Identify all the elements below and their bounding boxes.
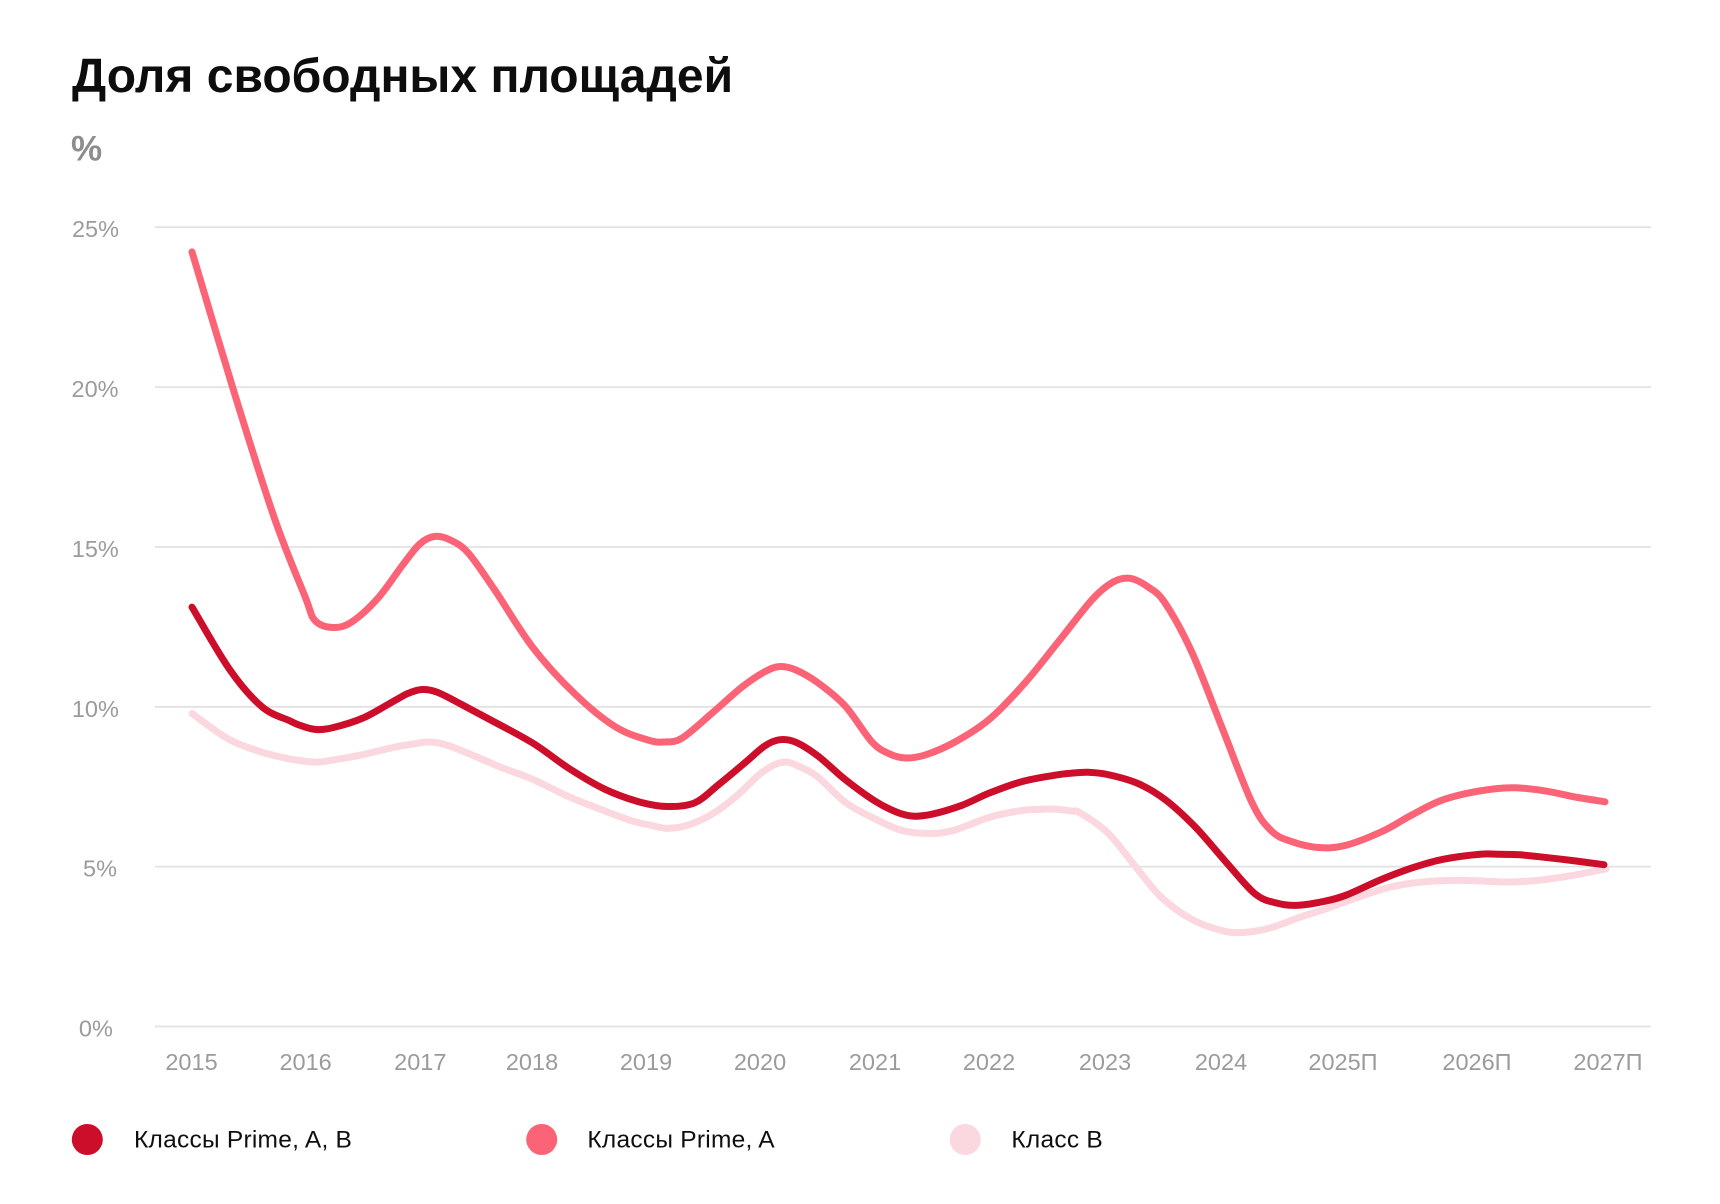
svg-text:2016: 2016 bbox=[279, 1049, 331, 1075]
svg-text:Классы Prime, A: Классы Prime, A bbox=[587, 1127, 775, 1154]
svg-text:10%: 10% bbox=[72, 696, 119, 722]
svg-text:20%: 20% bbox=[72, 376, 119, 402]
svg-text:2017: 2017 bbox=[394, 1049, 446, 1075]
svg-text:Доля свободных площадей: Доля свободных площадей bbox=[72, 50, 733, 103]
svg-text:0%: 0% bbox=[79, 1016, 113, 1042]
svg-text:2027П: 2027П bbox=[1573, 1049, 1642, 1075]
svg-text:Классы Prime, A, B: Классы Prime, A, B bbox=[134, 1127, 352, 1154]
svg-text:25%: 25% bbox=[72, 216, 119, 242]
svg-text:2020: 2020 bbox=[734, 1049, 786, 1075]
svg-text:15%: 15% bbox=[72, 536, 119, 562]
svg-text:2026П: 2026П bbox=[1442, 1049, 1511, 1075]
svg-text:2018: 2018 bbox=[506, 1049, 558, 1075]
svg-text:2021: 2021 bbox=[849, 1049, 901, 1075]
svg-text:2024: 2024 bbox=[1195, 1049, 1247, 1075]
svg-text:5%: 5% bbox=[83, 856, 117, 882]
svg-text:%: % bbox=[71, 130, 102, 169]
svg-text:2022: 2022 bbox=[963, 1049, 1015, 1075]
svg-text:Класс B: Класс B bbox=[1011, 1127, 1103, 1154]
svg-text:2023: 2023 bbox=[1079, 1049, 1131, 1075]
svg-text:2015: 2015 bbox=[165, 1049, 217, 1075]
svg-text:2019: 2019 bbox=[620, 1049, 672, 1075]
svg-text:2025П: 2025П bbox=[1308, 1049, 1377, 1075]
